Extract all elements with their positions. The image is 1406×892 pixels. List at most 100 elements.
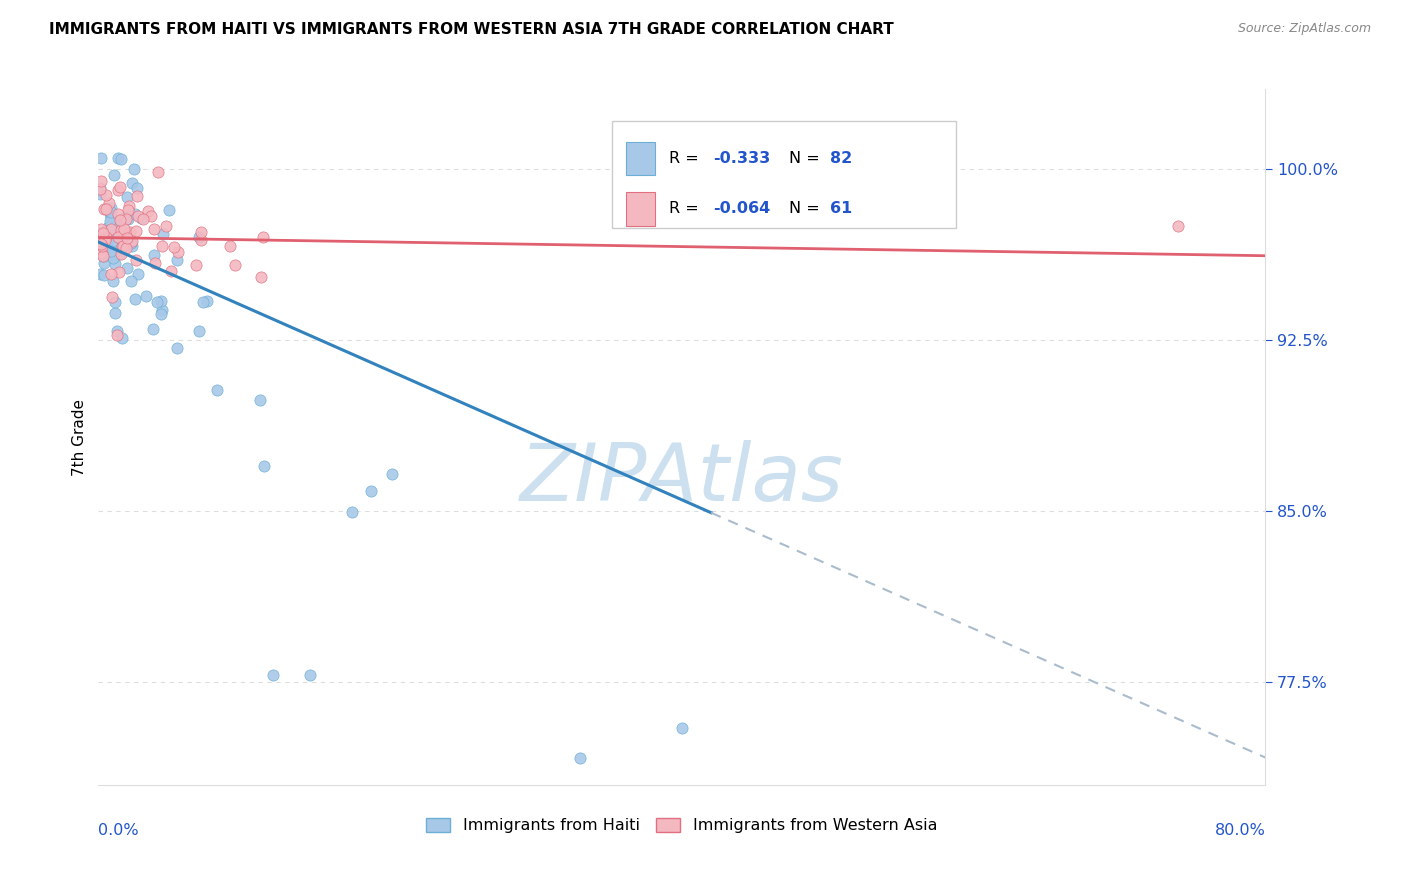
Point bbox=[155, 219, 177, 234]
Point bbox=[89, 181, 111, 195]
Text: 80.0%: 80.0% bbox=[1215, 823, 1265, 838]
Point bbox=[150, 303, 173, 318]
Point bbox=[91, 249, 114, 263]
Point bbox=[121, 238, 143, 252]
Point bbox=[94, 202, 117, 216]
Point bbox=[101, 251, 124, 265]
Point bbox=[90, 174, 112, 188]
Point bbox=[100, 221, 122, 235]
Point bbox=[114, 242, 136, 256]
Point bbox=[124, 207, 146, 221]
Text: IMMIGRANTS FROM HAITI VS IMMIGRANTS FROM WESTERN ASIA 7TH GRADE CORRELATION CHAR: IMMIGRANTS FROM HAITI VS IMMIGRANTS FROM… bbox=[49, 22, 894, 37]
Point bbox=[145, 295, 167, 310]
Point bbox=[143, 222, 166, 236]
Point bbox=[190, 233, 212, 247]
Point bbox=[224, 258, 246, 272]
Point bbox=[96, 202, 118, 216]
Point bbox=[107, 151, 129, 165]
Point bbox=[136, 203, 159, 218]
Point bbox=[129, 211, 152, 225]
Point bbox=[671, 721, 693, 735]
Point bbox=[249, 393, 271, 408]
Point bbox=[105, 215, 128, 229]
Point bbox=[93, 268, 115, 282]
Point bbox=[191, 294, 214, 309]
Point bbox=[111, 212, 134, 227]
Text: 61: 61 bbox=[830, 202, 852, 217]
Point bbox=[94, 226, 117, 240]
Point bbox=[108, 212, 131, 227]
Point bbox=[98, 196, 121, 211]
Point bbox=[117, 203, 139, 218]
Point bbox=[117, 230, 139, 244]
Point bbox=[118, 199, 141, 213]
Point bbox=[107, 183, 129, 197]
Point bbox=[89, 151, 111, 165]
Point bbox=[90, 246, 112, 260]
Point bbox=[111, 239, 134, 253]
Point bbox=[166, 341, 188, 355]
Text: 0.0%: 0.0% bbox=[98, 823, 139, 838]
Point bbox=[100, 268, 122, 282]
Text: R =: R = bbox=[669, 151, 704, 166]
Point bbox=[107, 264, 129, 278]
Point bbox=[94, 188, 117, 202]
Point bbox=[166, 252, 188, 267]
Y-axis label: 7th Grade: 7th Grade bbox=[72, 399, 87, 475]
Point bbox=[107, 247, 129, 261]
Point bbox=[114, 212, 136, 227]
Point bbox=[110, 222, 132, 236]
Point bbox=[262, 668, 284, 682]
Point bbox=[125, 188, 148, 202]
Point bbox=[568, 750, 591, 764]
Point bbox=[101, 235, 124, 249]
Point bbox=[90, 236, 112, 251]
Text: ZIPAtlas: ZIPAtlas bbox=[520, 440, 844, 518]
Point bbox=[117, 261, 139, 276]
Text: Source: ZipAtlas.com: Source: ZipAtlas.com bbox=[1237, 22, 1371, 36]
Point bbox=[96, 249, 118, 263]
Point bbox=[252, 230, 274, 244]
Point bbox=[166, 245, 188, 260]
Point bbox=[110, 179, 132, 194]
Point bbox=[103, 247, 125, 261]
Point bbox=[152, 239, 174, 253]
Point bbox=[195, 293, 218, 308]
Text: R =: R = bbox=[669, 202, 704, 217]
Point bbox=[91, 225, 114, 239]
Point bbox=[146, 165, 169, 179]
Point bbox=[100, 204, 122, 219]
Point bbox=[104, 257, 127, 271]
Point bbox=[342, 504, 364, 518]
Point bbox=[101, 290, 124, 304]
Point bbox=[112, 239, 135, 253]
Point bbox=[93, 202, 115, 217]
Point bbox=[89, 267, 111, 281]
Point bbox=[89, 184, 111, 198]
Point bbox=[103, 168, 125, 182]
Point bbox=[90, 239, 112, 253]
Point bbox=[159, 264, 181, 278]
Point bbox=[105, 218, 128, 232]
Point bbox=[97, 219, 120, 234]
Point bbox=[103, 227, 125, 241]
Point bbox=[205, 384, 228, 398]
Text: 82: 82 bbox=[830, 151, 852, 166]
Point bbox=[124, 292, 146, 306]
Point bbox=[89, 182, 111, 196]
Point bbox=[157, 202, 180, 217]
Point bbox=[114, 210, 136, 224]
Point bbox=[125, 252, 148, 267]
Point bbox=[112, 221, 135, 235]
Point bbox=[107, 229, 129, 244]
Point bbox=[117, 211, 139, 226]
Point bbox=[96, 236, 118, 251]
Point bbox=[90, 222, 112, 236]
Point bbox=[100, 209, 122, 223]
Point bbox=[89, 186, 111, 201]
Point bbox=[96, 230, 118, 244]
Point bbox=[150, 307, 173, 321]
Point bbox=[111, 331, 134, 345]
Point bbox=[127, 209, 149, 223]
FancyBboxPatch shape bbox=[612, 120, 956, 228]
